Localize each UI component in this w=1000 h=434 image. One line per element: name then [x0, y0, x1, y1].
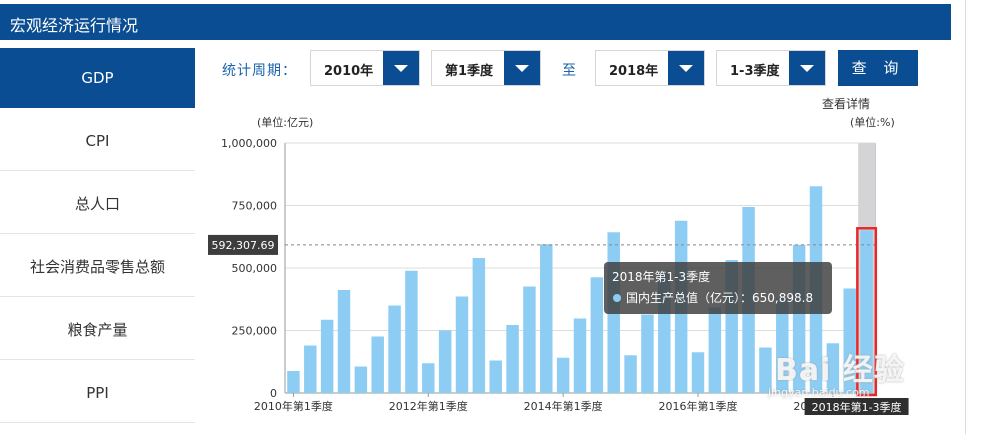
- axis-pointer-label: 2018年第1-3季度: [812, 400, 902, 414]
- tooltip-title: 2018年第1-3季度: [612, 269, 710, 284]
- watermark-logo: Bai 经验: [775, 353, 905, 388]
- bar-2018年第1-2季度[interactable]: [843, 288, 856, 394]
- end-quarter-value: 1-3季度: [730, 64, 780, 79]
- bar-2010年第1-2季度[interactable]: [304, 345, 317, 394]
- y-tick-label: 500,000: [232, 262, 278, 275]
- bar-2015年第1季度[interactable]: [624, 355, 637, 393]
- tooltip-series-marker: [613, 294, 621, 302]
- bar-2013年第1-2季度[interactable]: [506, 325, 519, 393]
- watermark-url: jingyan.baidu.com: [768, 386, 870, 399]
- bar-2010年第1季度[interactable]: [287, 371, 300, 393]
- bar-2011年第1-3季度[interactable]: [388, 305, 401, 394]
- highlight-box: [856, 227, 878, 397]
- end-year-value: 2018年: [609, 64, 659, 79]
- chevron-down-icon[interactable]: [504, 51, 540, 85]
- bar-2018年第1-3季度[interactable]: [860, 230, 873, 393]
- bar-2013年第1-3季度[interactable]: [523, 286, 536, 394]
- sidebar-item-gdp[interactable]: GDP: [0, 48, 195, 108]
- reference-value-badge: [208, 234, 278, 255]
- sidebar-item-population[interactable]: 总人口: [0, 174, 195, 234]
- y-tick-label: 750,000: [232, 200, 278, 213]
- sidebar-item-cpi[interactable]: CPI: [0, 111, 195, 171]
- x-tick-label: 2016年第1季度: [659, 399, 738, 413]
- sidebar-item-ppi[interactable]: PPI: [0, 363, 195, 423]
- section-header: 宏观经济运行情况: [0, 4, 951, 40]
- start-year-select[interactable]: 2010年: [310, 50, 420, 86]
- sidebar-item-grain-output[interactable]: 粮食产量: [0, 300, 195, 360]
- reference-value-label: 592,307.69: [212, 239, 275, 252]
- bar-2014年第1-3季度[interactable]: [590, 277, 604, 393]
- bar-2018年第1季度[interactable]: [826, 343, 840, 393]
- gdp-bar-chart: (单位:亿元) (单位:%) 0 250,000 500,000 750,000 1,0…: [208, 115, 909, 415]
- x-tick-label: 2010年第1季度: [254, 399, 333, 413]
- bar-2012年第1-4季度[interactable]: [472, 258, 486, 393]
- to-label: 至: [562, 63, 576, 79]
- chevron-down-icon[interactable]: [383, 51, 419, 85]
- left-unit-label: (单位:亿元): [257, 115, 313, 129]
- start-quarter-select[interactable]: 第1季度: [431, 50, 541, 86]
- end-quarter-select[interactable]: 1-3季度: [716, 50, 826, 86]
- bar-2017年第1-2季度[interactable]: [776, 298, 789, 393]
- bar-2010年第1-4季度[interactable]: [337, 290, 351, 393]
- start-year-value: 2010年: [324, 64, 374, 79]
- bar-2014年第1季度[interactable]: [556, 357, 570, 393]
- bar-2012年第1季度[interactable]: [422, 363, 435, 393]
- tooltip-box: [604, 262, 832, 314]
- right-unit-label: (单位:%): [850, 115, 895, 129]
- bar-2012年第1-2季度[interactable]: [438, 330, 452, 393]
- chevron-down-icon[interactable]: [789, 51, 825, 85]
- query-button[interactable]: 查 询: [838, 50, 918, 86]
- section-title: 宏观经济运行情况: [10, 16, 139, 35]
- bar-2013年第1季度[interactable]: [489, 360, 502, 394]
- bar-2011年第1季度[interactable]: [354, 366, 368, 394]
- bar-2016年第1季度[interactable]: [691, 352, 705, 393]
- axis-pointer-badge: [804, 398, 909, 415]
- right-divider: [965, 0, 966, 434]
- x-tick-label: 2014年第1季度: [524, 399, 603, 413]
- y-tick-label: 0: [270, 387, 277, 400]
- bar-2013年第1-4季度[interactable]: [540, 244, 553, 393]
- sidebar-item-retail-sales[interactable]: 社会消费品零售总额: [0, 237, 195, 297]
- bar-2014年第1-2季度[interactable]: [573, 318, 587, 394]
- bar-2017年第1季度[interactable]: [759, 347, 772, 394]
- bar-2012年第1-3季度[interactable]: [455, 296, 469, 394]
- chevron-down-icon[interactable]: [668, 51, 704, 85]
- start-quarter-value: 第1季度: [445, 64, 494, 79]
- bar-2011年第1-2季度[interactable]: [371, 336, 384, 394]
- y-tick-label: 1,000,000: [221, 137, 277, 150]
- bar-2016年第1-2季度[interactable]: [708, 307, 722, 394]
- view-details-link[interactable]: 查看详情: [822, 97, 871, 111]
- x-tick-label: 2012年第1季度: [389, 399, 468, 413]
- bar-2010年第1-3季度[interactable]: [320, 319, 334, 393]
- period-label: 统计周期：: [222, 63, 297, 79]
- tooltip-value: 国内生产总值（亿元）：650,898.8: [626, 290, 813, 305]
- end-year-select[interactable]: 2018年: [595, 50, 705, 86]
- y-tick-label: 250,000: [232, 325, 278, 338]
- bar-2011年第1-4季度[interactable]: [405, 270, 418, 393]
- bar-2015年第1-2季度[interactable]: [641, 314, 654, 394]
